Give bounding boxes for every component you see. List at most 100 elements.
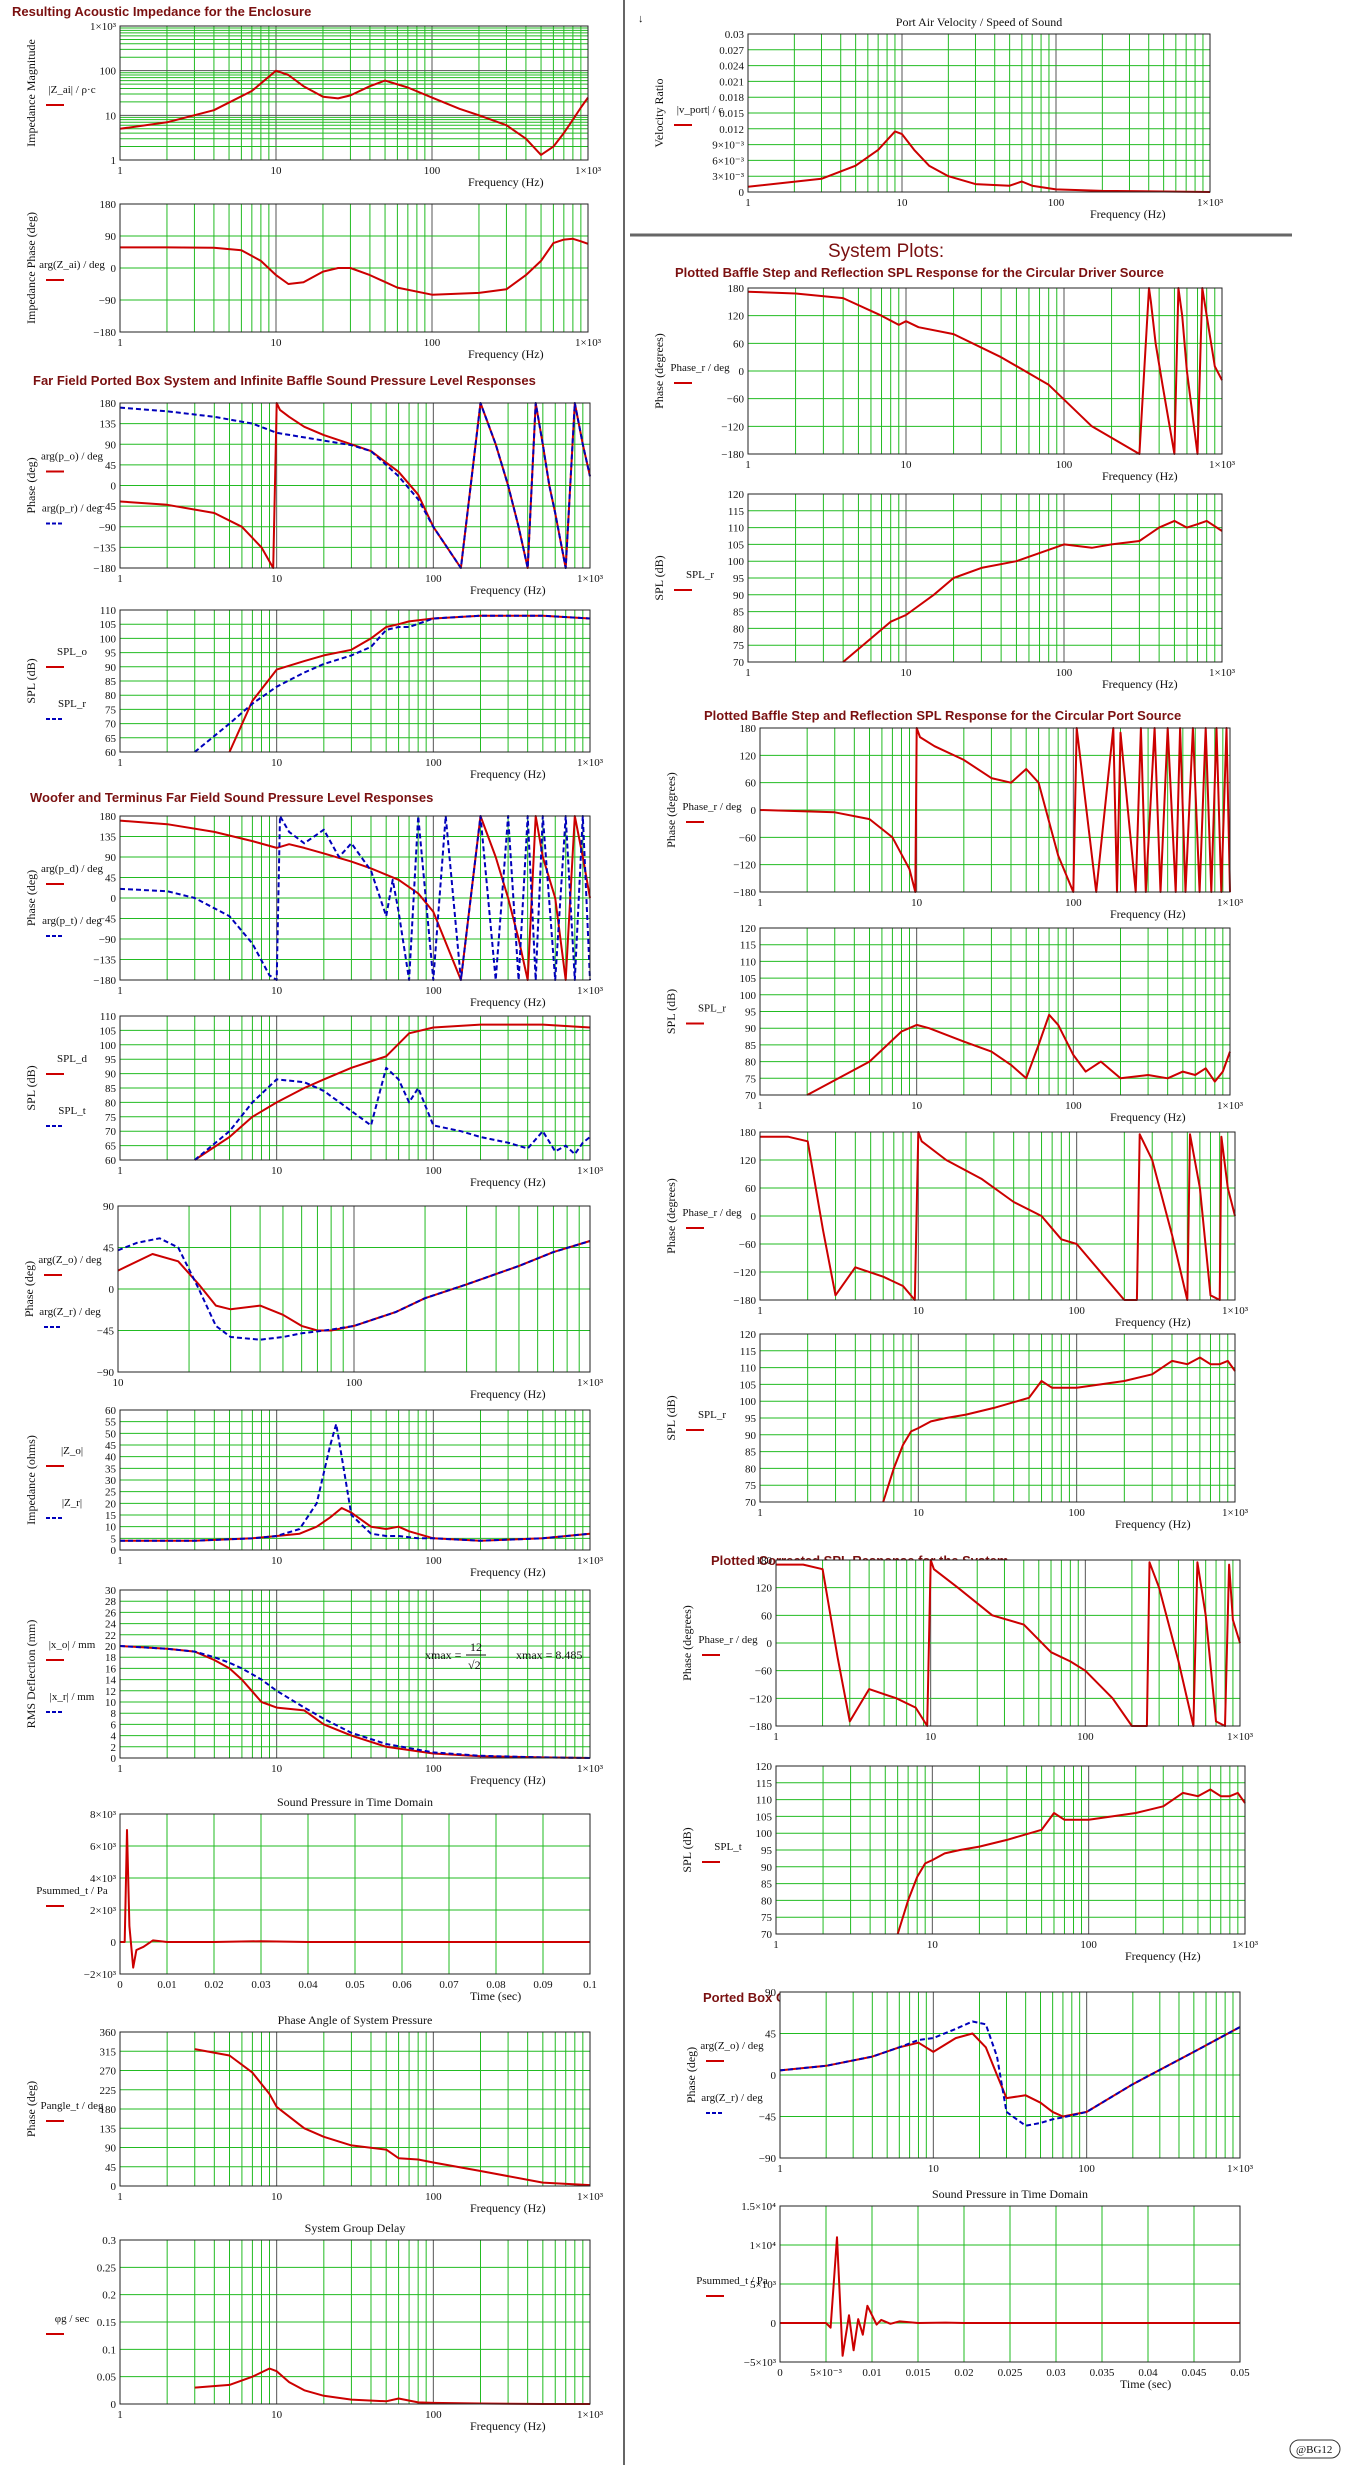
y-tick-label: −90 xyxy=(97,1367,115,1379)
x-tick-label: 0.025 xyxy=(998,2367,1023,2379)
x-axis-label: Frequency (Hz) xyxy=(1125,1949,1201,1963)
y-tick-label: 0 xyxy=(111,1753,117,1765)
x-axis-label: Frequency (Hz) xyxy=(1110,1110,1186,1124)
y-tick-label: 80 xyxy=(745,1463,757,1475)
series-line-2 xyxy=(194,1066,591,1161)
x-tick-label: 0.01 xyxy=(862,2367,881,2379)
legend-label: arg(p_r) / deg xyxy=(42,503,103,515)
plot-frame xyxy=(759,1131,1236,1301)
x-tick-label: 1×10³ xyxy=(577,1165,604,1177)
x-tick-label: 1 xyxy=(757,1305,763,1317)
y-tick-label: 50 xyxy=(105,1428,117,1440)
chart-c12: 1 10 100 1×10³ 0 0.05 0.1 0.15 0.2 0.25 0.3 System … xyxy=(46,2221,604,2433)
y-tick-label: 10 xyxy=(105,1522,117,1534)
x-tick-label: 10 xyxy=(897,197,909,209)
y-tick-label: 105 xyxy=(740,973,757,985)
y-tick-label: 115 xyxy=(740,1346,757,1358)
y-tick-label: 30 xyxy=(105,1475,117,1487)
chart-c2: 1 10 100 1×10³ −180 −90 0 90 180 Frequency (Hz) Im… xyxy=(24,199,602,361)
x-axis-label: Frequency (Hz) xyxy=(1090,207,1166,221)
y-tick-label: 75 xyxy=(105,704,117,716)
y-tick-label: 70 xyxy=(733,657,745,669)
x-tick-label: 0.015 xyxy=(906,2367,931,2379)
y-tick-label: 90 xyxy=(105,2143,117,2155)
y-tick-label: 0 xyxy=(739,366,745,378)
x-tick-label: 1 xyxy=(117,2191,123,2203)
y-tick-label: 0.2 xyxy=(102,2290,116,2302)
plot-frame xyxy=(119,1015,591,1161)
y-tick-label: 20 xyxy=(105,1498,117,1510)
plot-frame xyxy=(119,402,591,569)
x-tick-label: 100 xyxy=(1065,1100,1082,1112)
section-title-port-source: Plotted Baffle Step and Reflection SPL R… xyxy=(704,708,1181,723)
series-line-2 xyxy=(119,1645,591,1759)
cursor-arrow-icon: ↓ xyxy=(638,13,644,25)
x-tick-label: 10 xyxy=(271,985,283,997)
x-tick-label: 1×10³ xyxy=(575,337,602,349)
y-tick-label: 0 xyxy=(111,893,117,905)
y-tick-label: 115 xyxy=(728,506,745,518)
y-tick-label: 0.012 xyxy=(719,124,744,136)
y-axis-label: SPL (dB) xyxy=(680,1827,694,1872)
x-tick-label: 100 xyxy=(424,165,441,177)
plot-frame xyxy=(119,1409,591,1551)
x-tick-label: 10 xyxy=(271,2191,283,2203)
chart-c4: 1 10 100 1×10³6065707580859095100105110Freq… xyxy=(24,605,604,781)
y-tick-label: −120 xyxy=(721,421,744,433)
legend-label: Pangle_t / deg xyxy=(41,2100,104,2112)
x-tick-label: 100 xyxy=(425,1555,442,1567)
plot-frame xyxy=(779,1991,1241,2159)
y-tick-label: −45 xyxy=(99,501,117,513)
y-tick-label: 2 xyxy=(111,1742,117,1754)
y-tick-label: 95 xyxy=(761,1845,773,1857)
x-tick-label: 10 xyxy=(911,897,923,909)
x-tick-label: 1 xyxy=(117,985,123,997)
y-tick-label: 45 xyxy=(765,2029,777,2041)
legend-label: SPL_o xyxy=(57,646,87,658)
x-tick-label: 0.045 xyxy=(1182,2367,1207,2379)
y-tick-label: 135 xyxy=(100,832,117,844)
y-tick-label: 70 xyxy=(761,1929,773,1941)
x-tick-label: 10 xyxy=(271,573,283,585)
series-line-1 xyxy=(120,1829,590,1969)
y-tick-label: 105 xyxy=(728,539,745,551)
y-tick-label: 0.027 xyxy=(719,45,744,57)
legend-label: arg(Z_r) / deg xyxy=(701,2092,763,2104)
xmax-annotation: xmax = 12 √2 xmax = 8.485 xyxy=(425,1640,582,1672)
x-tick-label: 100 xyxy=(1080,1939,1097,1951)
y-tick-label: −120 xyxy=(733,1267,756,1279)
y-axis-label: Phase (degrees) xyxy=(652,333,666,409)
x-tick-label: 1×10³ xyxy=(1197,197,1224,209)
badge: @BG12 xyxy=(1289,2439,1341,2459)
y-tick-label: 225 xyxy=(100,2085,117,2097)
y-tick-label: −90 xyxy=(99,522,117,534)
y-tick-label: 90 xyxy=(105,852,117,864)
x-tick-label: 100 xyxy=(1056,667,1073,679)
y-tick-label: 0.03 xyxy=(725,29,745,41)
x-tick-label: 10 xyxy=(911,1100,923,1112)
x-tick-label: 1×10³ xyxy=(577,985,604,997)
xmax-denominator: √2 xyxy=(468,1658,481,1672)
y-tick-label: 60 xyxy=(745,1183,757,1195)
x-tick-label: 10 xyxy=(271,1165,283,1177)
section-title-woofer-terminus: Woofer and Terminus Far Field Sound Pres… xyxy=(30,790,433,805)
y-tick-label: 105 xyxy=(100,1025,117,1037)
y-tick-label: 30 xyxy=(105,1585,117,1597)
x-tick-label: 1 xyxy=(773,1939,779,1951)
y-tick-label: 60 xyxy=(761,1610,773,1622)
y-tick-label: 9×10⁻³ xyxy=(712,140,745,152)
x-tick-label: 0.02 xyxy=(954,2367,973,2379)
y-tick-label: 110 xyxy=(100,605,117,617)
plot-area xyxy=(120,1590,590,1758)
y-tick-label: 100 xyxy=(100,66,117,78)
chart-c17: 1 10 100 1×10³707580859095100105110115120Fr… xyxy=(664,923,1244,1124)
x-tick-label: 1×10³ xyxy=(577,573,604,585)
y-tick-label: 0 xyxy=(771,2318,777,2330)
y-tick-label: 120 xyxy=(740,923,757,935)
y-tick-label: 60 xyxy=(733,338,745,350)
y-tick-label: 25 xyxy=(105,1487,117,1499)
y-tick-label: 180 xyxy=(100,811,117,823)
series-line-1 xyxy=(228,614,591,753)
